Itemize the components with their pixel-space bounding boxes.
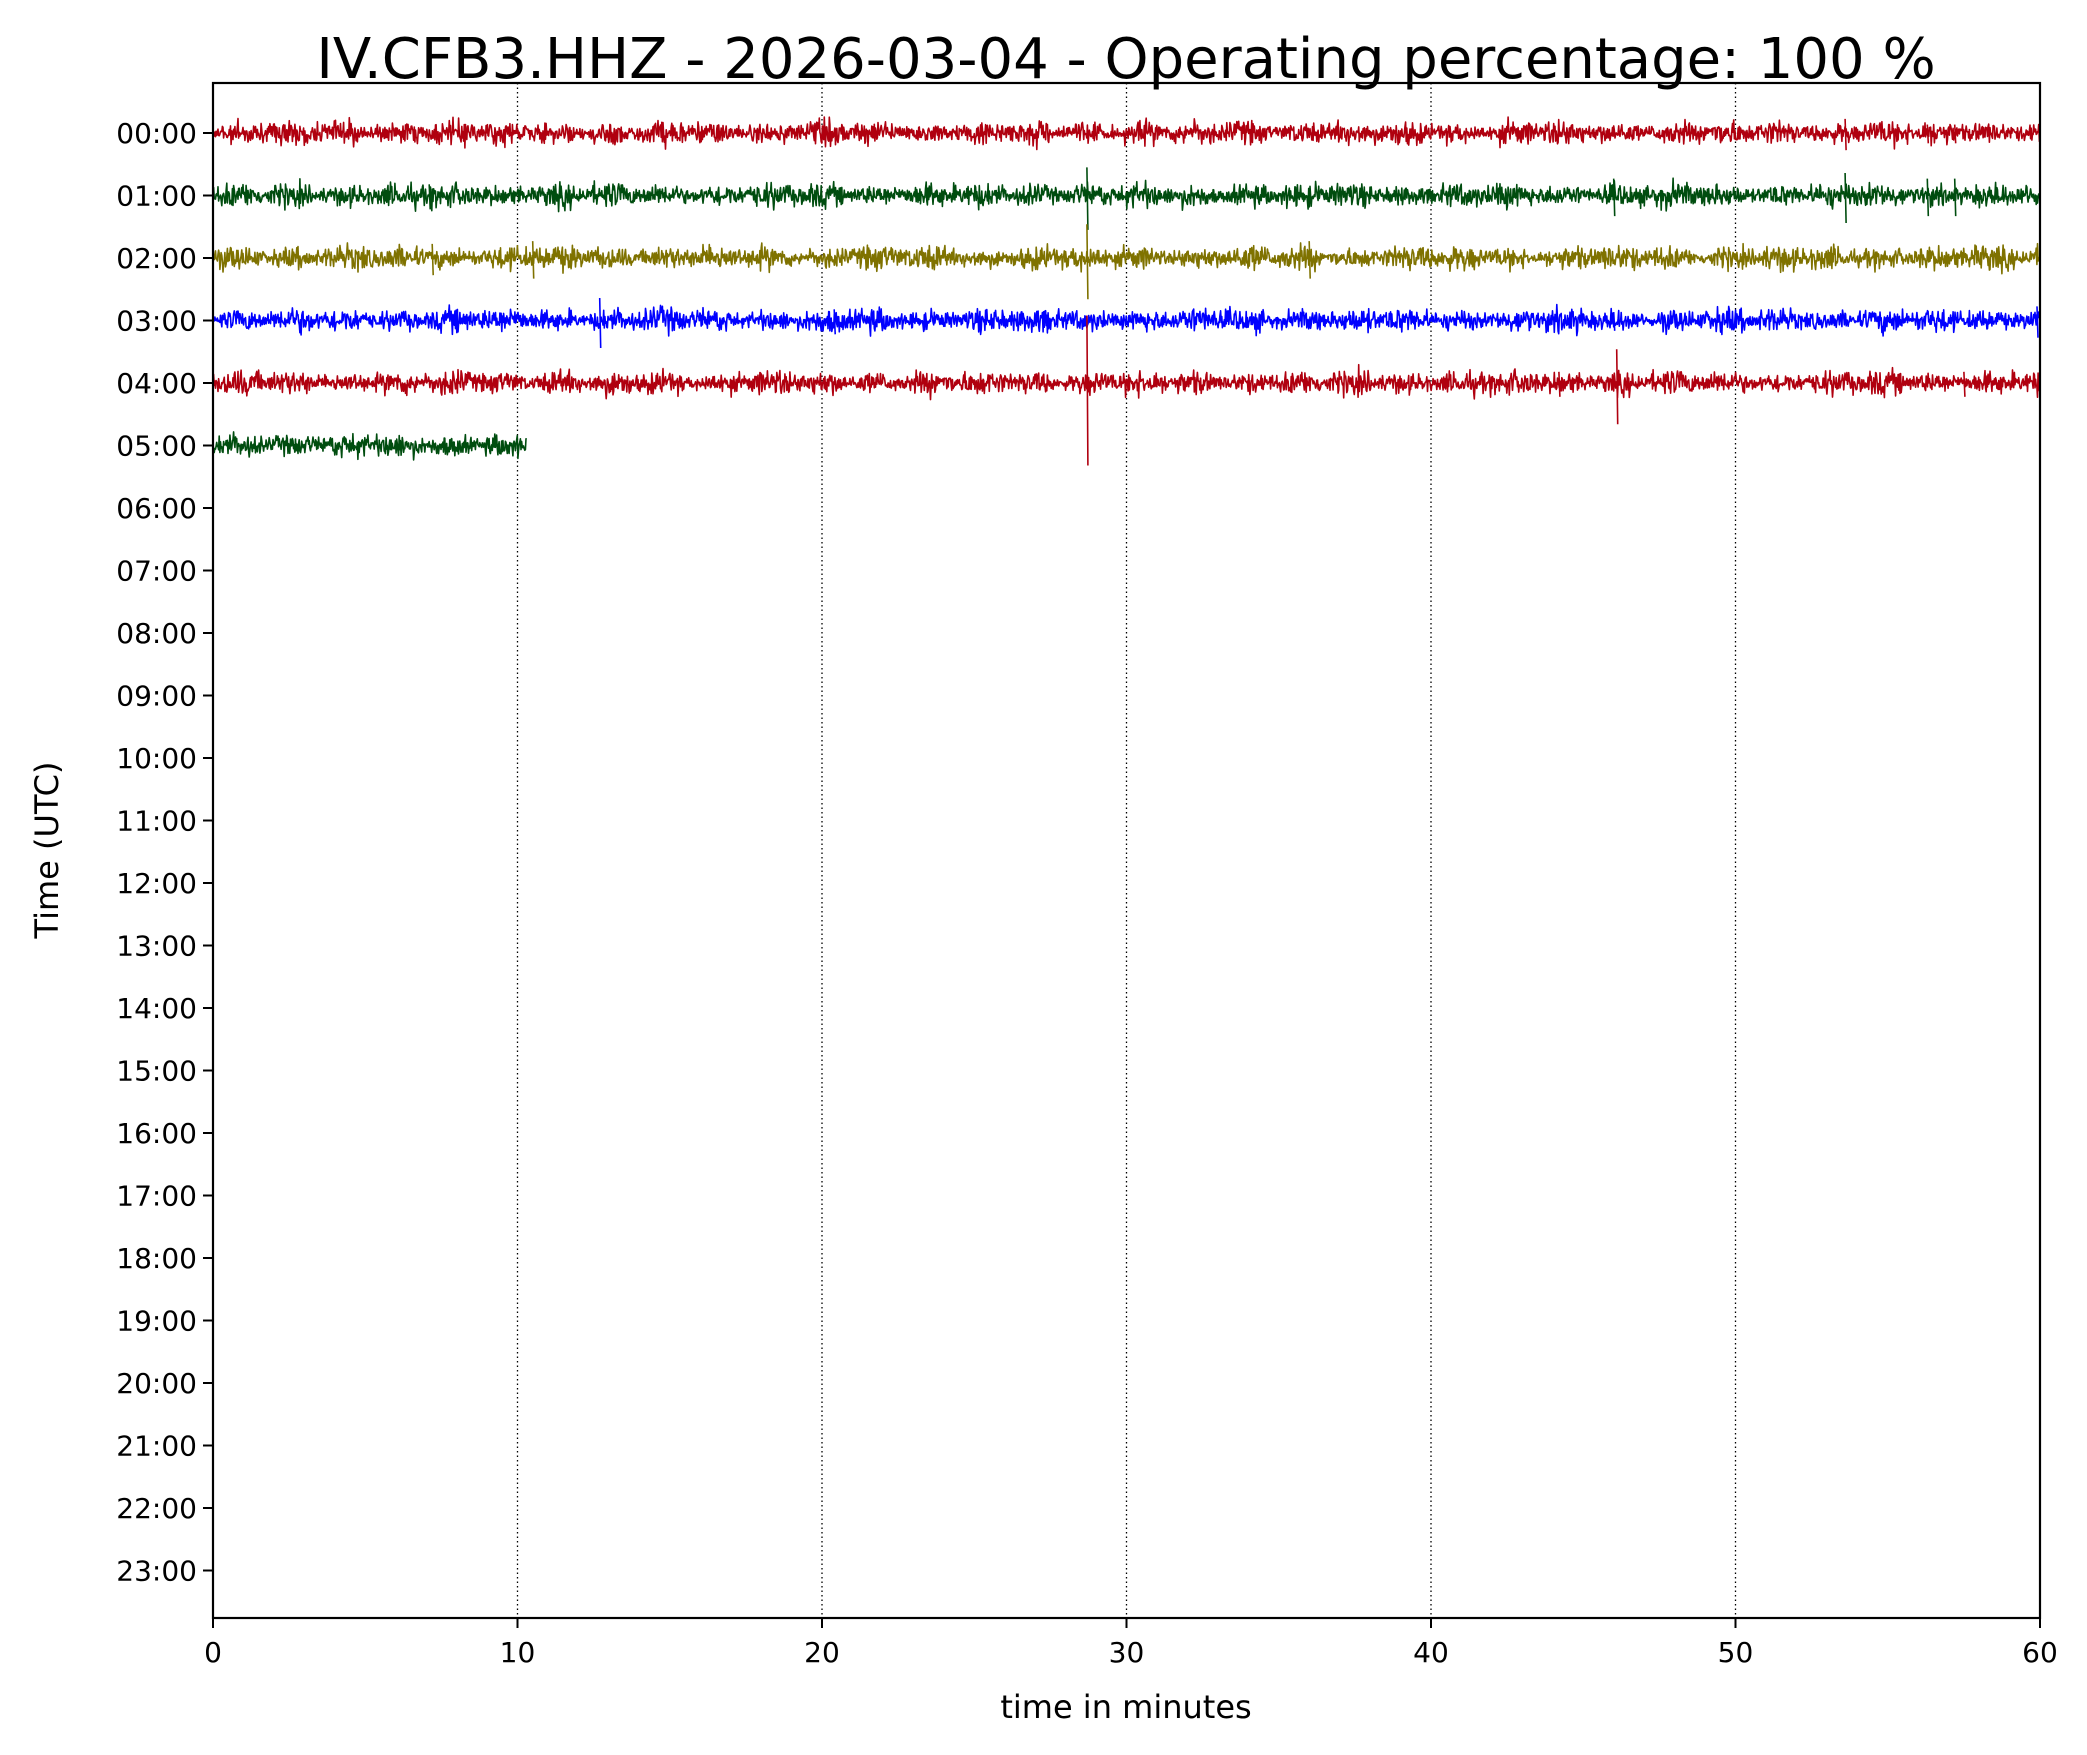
y-tick-label: 12:00 bbox=[116, 867, 197, 900]
trace-0300 bbox=[212, 297, 2041, 349]
y-tick-label: 17:00 bbox=[116, 1180, 197, 1213]
y-tick-label: 15:00 bbox=[116, 1055, 197, 1088]
x-tick-label: 10 bbox=[500, 1636, 536, 1669]
y-tick-label: 06:00 bbox=[116, 492, 197, 525]
chart-title: IV.CFB3.HHZ - 2026-03-04 - Operating per… bbox=[316, 27, 1935, 92]
y-tick-label: 16:00 bbox=[116, 1117, 197, 1150]
y-tick-label: 05:00 bbox=[116, 430, 197, 463]
y-tick-label: 01:00 bbox=[116, 180, 197, 213]
y-axis: 00:00 01:00 02:00 03:00 04:00 05:00 06:00 07:00… bbox=[116, 117, 213, 1588]
y-tick-label: 13:00 bbox=[116, 930, 197, 963]
trace-0500 bbox=[212, 431, 528, 461]
y-tick-label: 14:00 bbox=[116, 992, 197, 1025]
x-axis: 0 10 20 30 40 50 60 bbox=[204, 1618, 2058, 1669]
x-tick-label: 60 bbox=[2022, 1636, 2058, 1669]
y-tick-label: 21:00 bbox=[116, 1430, 197, 1463]
traces-group bbox=[212, 116, 2041, 466]
trace-0400 bbox=[212, 315, 2041, 466]
y-tick-label: 23:00 bbox=[116, 1555, 197, 1588]
y-tick-label: 18:00 bbox=[116, 1242, 197, 1275]
trace-0000 bbox=[212, 116, 2041, 151]
y-tick-label: 22:00 bbox=[116, 1492, 197, 1525]
y-axis-label: Time (UTC) bbox=[28, 762, 66, 940]
x-tick-label: 50 bbox=[1718, 1636, 1754, 1669]
grid-lines bbox=[516, 83, 1737, 1618]
y-tick-label: 11:00 bbox=[116, 805, 197, 838]
y-tick-label: 00:00 bbox=[116, 117, 197, 150]
y-tick-label: 08:00 bbox=[116, 617, 197, 650]
y-tick-label: 03:00 bbox=[116, 305, 197, 338]
trace-0200 bbox=[212, 224, 2041, 300]
y-tick-label: 20:00 bbox=[116, 1367, 197, 1400]
y-tick-label: 02:00 bbox=[116, 242, 197, 275]
x-tick-label: 0 bbox=[204, 1636, 222, 1669]
x-tick-label: 30 bbox=[1109, 1636, 1145, 1669]
y-tick-label: 09:00 bbox=[116, 680, 197, 713]
trace-0100 bbox=[212, 167, 2041, 230]
y-tick-label: 19:00 bbox=[116, 1305, 197, 1338]
y-tick-label: 10:00 bbox=[116, 742, 197, 775]
y-tick-label: 07:00 bbox=[116, 555, 197, 588]
x-tick-label: 20 bbox=[804, 1636, 840, 1669]
x-axis-label: time in minutes bbox=[1000, 1688, 1251, 1726]
x-tick-label: 40 bbox=[1413, 1636, 1449, 1669]
y-tick-label: 04:00 bbox=[116, 367, 197, 400]
